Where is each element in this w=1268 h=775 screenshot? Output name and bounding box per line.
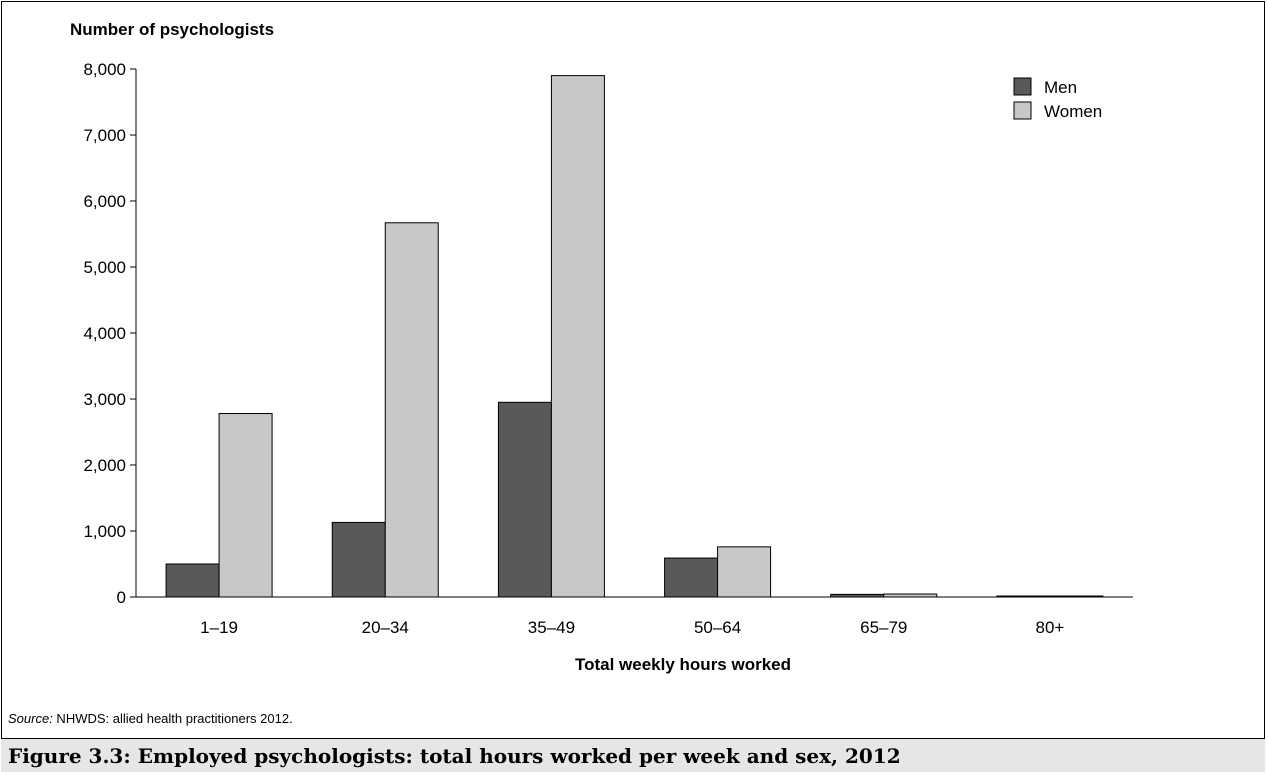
y-tick-label: 8,000 — [83, 60, 126, 79]
x-axis-title: Total weekly hours worked — [575, 655, 791, 674]
bar-men-0 — [165, 563, 220, 598]
x-tick-label: 50–64 — [694, 618, 741, 637]
y-axis: 0 1,000 2,000 3,000 4,000 5,000 6,000 7,000 8,00… — [83, 60, 137, 607]
legend-swatch-women — [1013, 101, 1032, 120]
x-tick-label: 1–19 — [200, 618, 238, 637]
source-text: NHWDS: allied health practitioners 2012. — [52, 711, 293, 726]
y-tick-label: 0 — [117, 588, 126, 607]
source-label: Source: — [8, 711, 53, 726]
x-axis: 1–19 20–34 35–49 50–64 65–79 80+ — [136, 596, 1133, 637]
bars — [165, 75, 1104, 598]
legend: Men Women — [1013, 77, 1102, 121]
x-tick-label: 65–79 — [860, 618, 907, 637]
y-tick-label: 6,000 — [83, 192, 126, 211]
y-tick-label: 3,000 — [83, 390, 126, 409]
x-tick-label: 35–49 — [528, 618, 575, 637]
y-tick-label: 7,000 — [83, 126, 126, 145]
y-axis-title: Number of psychologists — [70, 20, 274, 39]
legend-label-men: Men — [1044, 78, 1077, 97]
bar-women-2 — [550, 75, 605, 598]
source-note: Source: NHWDS: allied health practitione… — [8, 711, 293, 726]
bar-women-0 — [218, 413, 273, 598]
bar-men-3 — [664, 557, 719, 598]
y-tick-label: 5,000 — [83, 258, 126, 277]
caption-band — [1, 738, 1265, 772]
figure-caption: Figure 3.3: Employed psychologists: tota… — [8, 744, 901, 768]
bar-men-2 — [497, 401, 552, 598]
x-tick-label: 20–34 — [362, 618, 409, 637]
y-tick-label: 4,000 — [83, 324, 126, 343]
legend-swatch-men — [1013, 77, 1032, 96]
bar-women-1 — [384, 222, 439, 598]
legend-label-women: Women — [1044, 102, 1102, 121]
x-tick-label: 80+ — [1035, 618, 1064, 637]
bar-chart: Number of psychologists 0 1,000 2,000 3,000… — [70, 20, 1133, 674]
y-tick-label: 2,000 — [83, 456, 126, 475]
y-tick-label: 1,000 — [83, 522, 126, 541]
bar-women-3 — [717, 546, 772, 598]
bar-men-1 — [331, 521, 386, 598]
